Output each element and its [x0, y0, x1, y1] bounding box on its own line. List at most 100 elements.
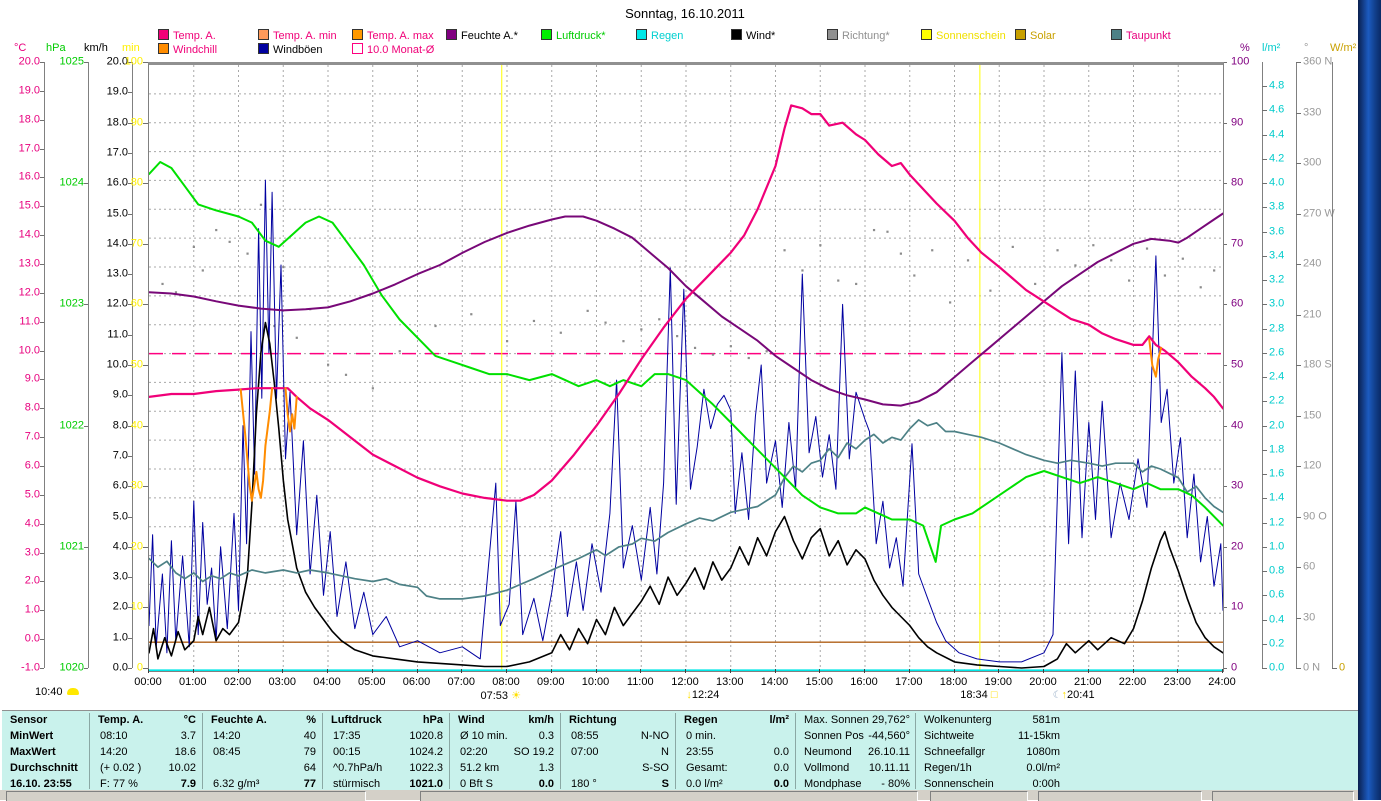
series-richtung-dot: [765, 350, 768, 353]
axis-line-windspd-axis: [132, 62, 133, 668]
x-axis-label: 07:00: [447, 676, 476, 688]
marker-2041: ☾↑20:41: [1053, 689, 1095, 701]
axis-ticklabel-humidity-axis: 50: [1231, 358, 1244, 371]
table-col-header: Temp. A.: [98, 714, 144, 726]
x-axis-tick: [908, 669, 910, 673]
table-cell-value: 0.0: [773, 778, 789, 790]
x-axis-tick: [550, 669, 552, 673]
axis-ticklabel-temp-axis: 2.0: [24, 574, 40, 587]
astro-label: Mondphase: [804, 778, 862, 790]
x-axis-label: 22:00: [1118, 676, 1147, 688]
series-richtung-dot: [282, 266, 285, 269]
series-richtung-dot: [966, 259, 970, 262]
table-column-separator: [795, 713, 796, 789]
axis-tick-rain-axis: [1262, 207, 1267, 209]
axis-tick-rain-axis: [1262, 352, 1267, 354]
series-richtung-dot: [1163, 274, 1167, 277]
axis-tick-sunshine-axis: [143, 425, 148, 427]
table-cell-label: 0.0 l/m²: [686, 778, 723, 790]
series-windchill: [284, 387, 298, 433]
axis-ticklabel-windspd-axis: 18.0: [106, 116, 128, 129]
series-richtung-dot: [295, 336, 298, 339]
x-axis-label: 15:00: [805, 676, 834, 688]
marker-time: 07:53: [480, 690, 509, 702]
series-richtung-dot: [837, 279, 840, 282]
axis-ticklabel-temp-axis: 12.0: [18, 286, 40, 299]
axis-ticklabel-rain-axis: 1.8: [1269, 443, 1285, 456]
axis-ticklabel-direction-axis: 270 W: [1303, 207, 1335, 219]
axis-ticklabel-rain-axis: 0.6: [1269, 588, 1285, 601]
axis-tick-temp-axis: [40, 264, 44, 265]
astro-value: - 80%: [881, 778, 910, 790]
axis-ticklabel-direction-axis: 120: [1303, 459, 1322, 472]
series-richtung-dot: [246, 252, 249, 255]
axis-ticklabel-pressure-axis: 1020: [59, 661, 84, 674]
axis-ticklabel-direction-axis: 300: [1303, 156, 1322, 169]
legend-label: Sonnenschein: [936, 30, 1006, 42]
table-cell-value: 0.0: [538, 778, 554, 790]
axis-ticklabel-windspd-axis: 4.0: [112, 540, 128, 553]
legend-item-sonnenschein: Sonnenschein: [921, 29, 1006, 42]
series-richtung-dot: [174, 291, 178, 294]
axis-tick-pressure-axis: [84, 425, 88, 427]
axis-tick-humidity-axis: [1222, 122, 1227, 124]
axis-tick-rain-axis: [1262, 595, 1267, 597]
axis-unit-solar-axis: W/m²: [1330, 42, 1357, 54]
axis-tick-rain-axis: [1262, 377, 1267, 379]
x-axis-label: 03:00: [268, 676, 297, 688]
axis-tick-windspd-axis: [128, 637, 132, 639]
table-cell-label: 08:45: [213, 746, 241, 758]
axis-tick-temp-axis: [40, 177, 44, 179]
series-richtung-dot: [676, 335, 679, 338]
series-richtung-dot: [344, 373, 348, 376]
series-richtung-dot: [1213, 269, 1216, 272]
axis-ticklabel-windspd-axis: 3.0: [112, 570, 128, 583]
table-row-header: MaxWert: [10, 746, 56, 758]
legend-swatch-icon: [352, 43, 363, 54]
legend-item-solar: Solar: [1015, 29, 1056, 42]
axis-ticklabel-rain-axis: 4.6: [1269, 103, 1285, 116]
table-cell-value: 40: [303, 730, 316, 742]
table-column-separator: [675, 713, 676, 789]
astro-label: Max. Sonnen: [804, 714, 869, 726]
table-cell-value: 77: [303, 778, 316, 790]
axis-ticklabel-windspd-axis: 7.0: [112, 449, 128, 462]
axis-tick-rain-axis: [1262, 498, 1267, 500]
axis-ticklabel-windspd-axis: 0.0: [112, 661, 128, 674]
table-cell-label: Gesamt:: [686, 762, 728, 774]
axis-ticklabel-sunshine-axis: 90: [130, 116, 143, 129]
x-axis-tick: [998, 669, 1000, 673]
x-axis-label: 14:00: [760, 676, 789, 688]
axis-tick-windspd-axis: [128, 183, 132, 185]
axis-ticklabel-humidity-axis: 60: [1231, 297, 1244, 310]
axis-ticklabel-rain-axis: 2.4: [1269, 370, 1285, 383]
status-bar-segment: [6, 791, 366, 801]
extra-label: Sichtweite: [924, 730, 975, 742]
axis-tick-temp-axis: [40, 408, 44, 410]
axis-ticklabel-pressure-axis: 1024: [59, 176, 84, 189]
x-axis-label: 01:00: [178, 676, 207, 688]
legend-label: Windböen: [273, 44, 323, 56]
series-richtung-dot: [1181, 257, 1184, 260]
series-richtung-dot: [434, 324, 437, 328]
table-cell-label: stürmisch: [333, 778, 381, 790]
legend-item-windb-en: Windböen: [258, 43, 323, 56]
legend-item-richtung-: Richtung*: [827, 29, 890, 42]
legend-item-taupunkt: Taupunkt: [1111, 29, 1171, 42]
axis-ticklabel-sunshine-axis: 100: [124, 55, 143, 68]
x-axis-label: 17:00: [894, 676, 923, 688]
legend-label: Wind*: [746, 30, 776, 42]
x-axis-tick: [371, 669, 373, 673]
axis-tick-temp-axis: [40, 466, 44, 467]
astro-label: Vollmond: [804, 762, 850, 774]
axis-tick-rain-axis: [1262, 86, 1267, 88]
table-cell-label: ^0.7hPa/h: [333, 762, 383, 774]
legend-swatch-icon: [731, 29, 742, 40]
table-column-separator: [560, 713, 561, 789]
axis-tick-direction-axis: [1296, 516, 1301, 518]
table-cell-value: 79: [303, 746, 316, 758]
axis-ticklabel-sunshine-axis: 10: [130, 600, 143, 613]
series-richtung-dot: [259, 203, 263, 206]
moon-blob-icon: [66, 688, 79, 695]
table-col-header: Regen: [684, 714, 718, 726]
